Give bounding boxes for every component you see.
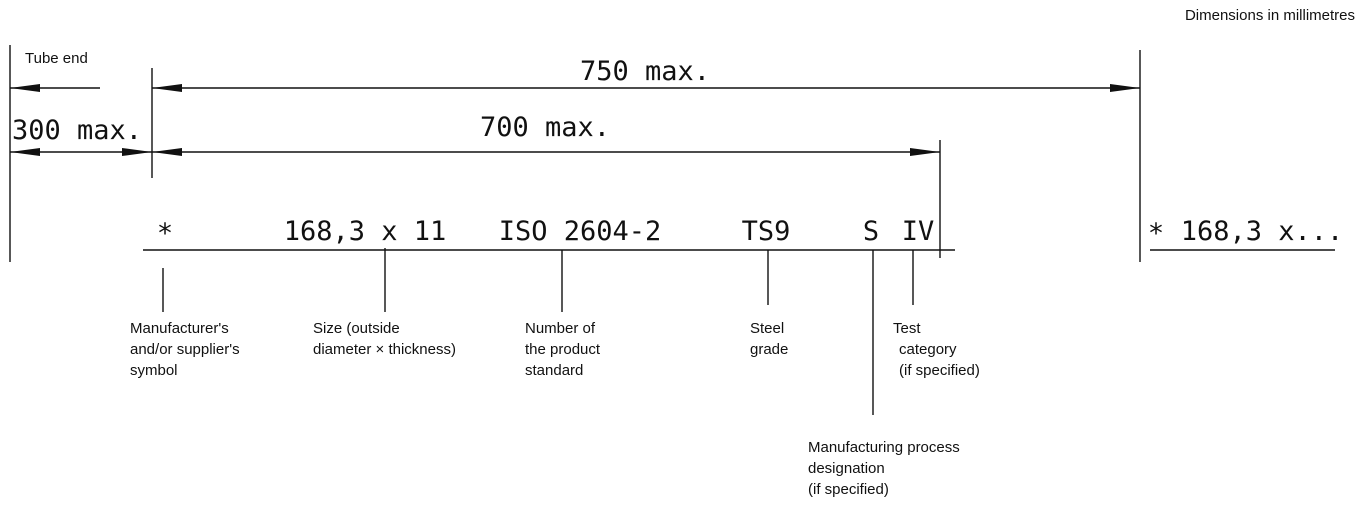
callout-label: the product [525, 341, 601, 358]
marking-symbol: * [157, 218, 173, 249]
callout-label: grade [750, 341, 788, 358]
marking-size: 168,3 x... [1181, 216, 1344, 247]
marking-grade: TS9 [742, 216, 791, 247]
dimension-300: 300 max. [12, 115, 142, 146]
callout-label: Number of [525, 320, 596, 337]
marking-standard: ISO 2604-2 [499, 216, 662, 247]
callout-label: (if specified) [899, 362, 980, 379]
units-note: Dimensions in millimetres [1185, 7, 1355, 24]
callout-label: Test [893, 320, 921, 337]
callout-label: and/or supplier's [130, 341, 240, 358]
arrowhead [152, 84, 182, 92]
callout-label: designation [808, 460, 885, 477]
dimension-750: 750 max. [580, 56, 710, 87]
marking-category: IV [902, 216, 935, 247]
arrowhead [122, 148, 152, 156]
callout-label: Manufacturing process [808, 439, 960, 456]
arrowhead [1110, 84, 1140, 92]
callout-label: standard [525, 362, 583, 379]
callout-label: (if specified) [808, 481, 889, 498]
marking-symbol: * [1148, 218, 1164, 249]
callout-label: Manufacturer's [130, 320, 229, 337]
callout-labels: Manufacturer's and/or supplier's symbol Siz… [130, 320, 980, 498]
arrowhead [10, 84, 40, 92]
callout-label: Steel [750, 320, 784, 337]
marking-process: S [863, 216, 879, 247]
callout-label: symbol [130, 362, 178, 379]
tube-end-label: Tube end [25, 50, 88, 67]
marking-size: 168,3 x 11 [284, 216, 447, 247]
dimension-700: 700 max. [480, 112, 610, 143]
arrowhead [10, 148, 40, 156]
callout-label: category [899, 341, 957, 358]
callout-label: diameter × thickness) [313, 341, 456, 358]
arrowhead [910, 148, 940, 156]
arrowhead [152, 148, 182, 156]
callout-label: Size (outside [313, 320, 400, 337]
